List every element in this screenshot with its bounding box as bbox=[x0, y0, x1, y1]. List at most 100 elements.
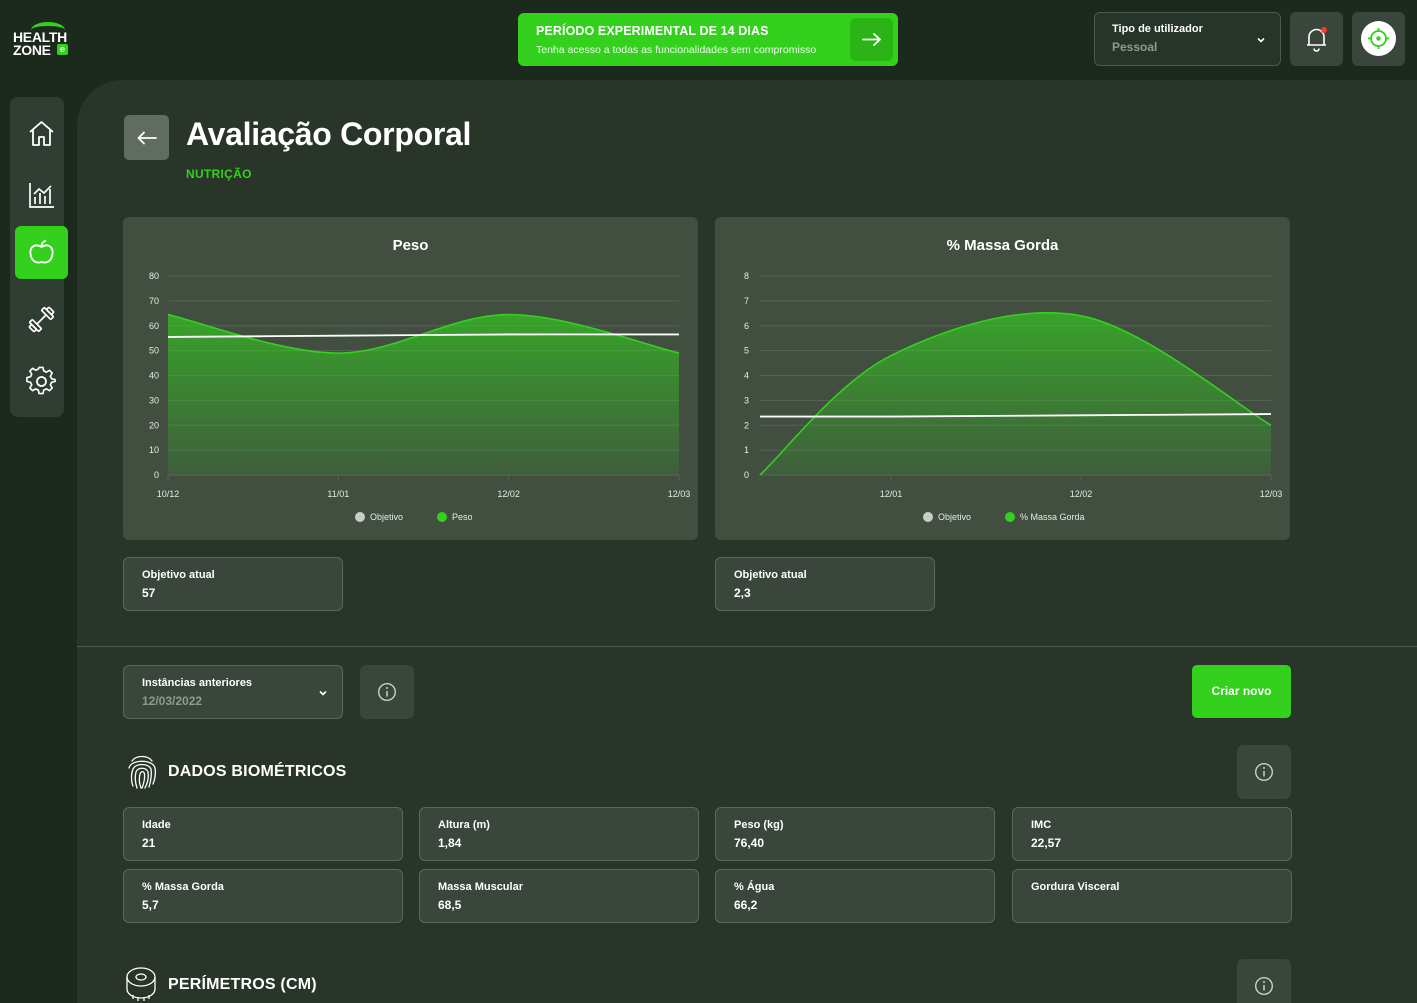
metric-weight: Peso (kg) 76,40 bbox=[715, 807, 995, 861]
chart-title: % Massa Gorda bbox=[946, 237, 1059, 254]
trial-banner[interactable]: PERÍODO EXPERIMENTAL DE 14 DIAS Tenha ac… bbox=[518, 13, 898, 66]
previous-instances-label: Instâncias anteriores bbox=[142, 677, 253, 689]
metric-muscle-mass: Massa Muscular 68,5 bbox=[419, 869, 699, 923]
back-button[interactable] bbox=[124, 115, 169, 160]
weight-chart-card: Peso 0 10 20 30 40 50 60 70 80 10/12 11/01 12/02 12/… bbox=[123, 217, 698, 540]
user-type-select[interactable]: Tipo de utilizador Pessoal bbox=[1094, 12, 1281, 66]
goal-value: 57 bbox=[142, 586, 156, 600]
target-icon bbox=[1368, 28, 1389, 49]
x-tick-label: 10/12 bbox=[157, 489, 180, 499]
sidebar-item-statistics[interactable] bbox=[15, 169, 68, 222]
logo-text-line2: ZONE bbox=[13, 42, 51, 58]
y-tick-label: 6 bbox=[744, 321, 749, 331]
user-type-value: Pessoal bbox=[1112, 40, 1158, 54]
sidebar bbox=[10, 97, 68, 417]
biometrics-heading: DADOS BIOMÉTRICOS bbox=[168, 763, 347, 780]
fat-goal-box: Objetivo atual 2,3 bbox=[715, 557, 935, 611]
legend-swatch bbox=[355, 512, 365, 522]
metric-label: Peso (kg) bbox=[734, 819, 784, 831]
bell-icon bbox=[1307, 28, 1326, 52]
trial-title: PERÍODO EXPERIMENTAL DE 14 DIAS bbox=[536, 24, 769, 38]
create-new-button[interactable]: Criar novo bbox=[1192, 665, 1291, 718]
sidebar-item-home[interactable] bbox=[15, 107, 68, 160]
sidebar-item-workout[interactable] bbox=[15, 293, 68, 346]
metric-label: IMC bbox=[1031, 819, 1052, 831]
notification-dot bbox=[1321, 27, 1327, 33]
y-tick-label: 0 bbox=[154, 470, 159, 480]
sidebar-item-settings[interactable] bbox=[15, 355, 68, 408]
page-subtitle: NUTRIÇÃO bbox=[186, 167, 252, 181]
y-tick-label: 10 bbox=[149, 445, 159, 455]
main-panel: Avaliação Corporal NUTRIÇÃO Peso 0 10 20 30… bbox=[77, 80, 1417, 1003]
page-title: Avaliação Corporal bbox=[186, 116, 472, 152]
metric-value: 68,5 bbox=[438, 898, 462, 912]
instances-info-button[interactable] bbox=[360, 665, 414, 719]
measuring-tape-icon bbox=[126, 967, 156, 1001]
metric-label: Idade bbox=[142, 819, 171, 831]
metric-visceral-fat: Gordura Visceral bbox=[1012, 869, 1292, 923]
metric-value: 1,84 bbox=[438, 836, 462, 850]
fat-mass-chart-card: % Massa Gorda 0 1 2 3 4 5 6 7 8 12/01 12/02 12/03 Ob… bbox=[715, 217, 1290, 540]
dumbbell-icon bbox=[28, 306, 55, 333]
logo-text-line1: HEALTH bbox=[13, 29, 67, 45]
y-tick-label: 3 bbox=[744, 395, 749, 405]
goal-line bbox=[759, 413, 1272, 418]
perimeters-info-button[interactable] bbox=[1237, 959, 1291, 1003]
chevron-down-icon bbox=[1257, 37, 1265, 43]
goal-label: Objetivo atual bbox=[734, 569, 807, 581]
metric-label: Gordura Visceral bbox=[1031, 881, 1120, 893]
metric-value: 76,40 bbox=[734, 836, 765, 850]
x-tick-label: 12/01 bbox=[880, 489, 903, 499]
sidebar-item-nutrition[interactable] bbox=[15, 226, 68, 279]
y-tick-label: 70 bbox=[149, 296, 159, 306]
legend-swatch bbox=[437, 512, 447, 522]
logo-arc bbox=[31, 22, 65, 38]
user-type-label: Tipo de utilizador bbox=[1112, 23, 1203, 35]
metric-value: 22,57 bbox=[1031, 836, 1062, 850]
goal-line bbox=[167, 333, 680, 338]
metric-value: 66,2 bbox=[734, 898, 758, 912]
avatar bbox=[1361, 21, 1396, 56]
metric-value: 21 bbox=[142, 836, 156, 850]
info-icon bbox=[377, 682, 397, 702]
logo[interactable]: HEALTH ZONE e bbox=[13, 22, 71, 58]
series-line bbox=[759, 312, 1272, 476]
y-tick-label: 8 bbox=[744, 271, 749, 281]
x-tick-label: 12/03 bbox=[1260, 489, 1283, 499]
divider bbox=[77, 646, 1417, 647]
logo-badge: e bbox=[57, 44, 68, 55]
y-tick-label: 80 bbox=[149, 271, 159, 281]
trial-arrow-button[interactable] bbox=[850, 18, 893, 61]
fat-mass-chart: 0 1 2 3 4 5 6 7 8 12/01 12/02 12/03 Objetivo % Massa … bbox=[744, 271, 1283, 522]
metric-label: % Água bbox=[734, 881, 775, 893]
apple-icon bbox=[29, 239, 54, 264]
previous-instances-value: 12/03/2022 bbox=[142, 694, 203, 708]
legend-swatch bbox=[1005, 512, 1015, 522]
arrow-left-icon bbox=[137, 131, 157, 145]
trial-subtitle: Tenha acesso a todas as funcionalidades … bbox=[536, 44, 817, 56]
info-icon bbox=[1254, 976, 1274, 996]
goal-value: 2,3 bbox=[734, 586, 751, 600]
y-tick-label: 1 bbox=[744, 445, 749, 455]
previous-instances-select[interactable]: Instâncias anteriores 12/03/2022 bbox=[123, 665, 343, 719]
legend-label: Objetivo bbox=[938, 512, 971, 522]
gear-icon bbox=[26, 366, 56, 395]
metric-label: Massa Muscular bbox=[438, 881, 523, 893]
biometrics-info-button[interactable] bbox=[1237, 745, 1291, 799]
chevron-down-icon bbox=[319, 690, 327, 696]
x-tick-label: 12/02 bbox=[1070, 489, 1093, 499]
y-tick-label: 60 bbox=[149, 321, 159, 331]
weight-goal-box: Objetivo atual 57 bbox=[123, 557, 343, 611]
profile-button[interactable] bbox=[1352, 12, 1405, 66]
info-icon bbox=[1254, 762, 1274, 782]
y-tick-label: 4 bbox=[744, 371, 749, 381]
legend-label: % Massa Gorda bbox=[1020, 512, 1085, 522]
x-tick-label: 12/03 bbox=[668, 489, 691, 499]
series-area bbox=[760, 312, 1271, 475]
x-tick-label: 11/01 bbox=[327, 489, 349, 499]
notifications-button[interactable] bbox=[1290, 12, 1343, 66]
goal-label: Objetivo atual bbox=[142, 569, 215, 581]
fingerprint-icon bbox=[128, 755, 157, 789]
metric-fat-mass: % Massa Gorda 5,7 bbox=[123, 869, 403, 923]
y-tick-label: 0 bbox=[744, 470, 749, 480]
